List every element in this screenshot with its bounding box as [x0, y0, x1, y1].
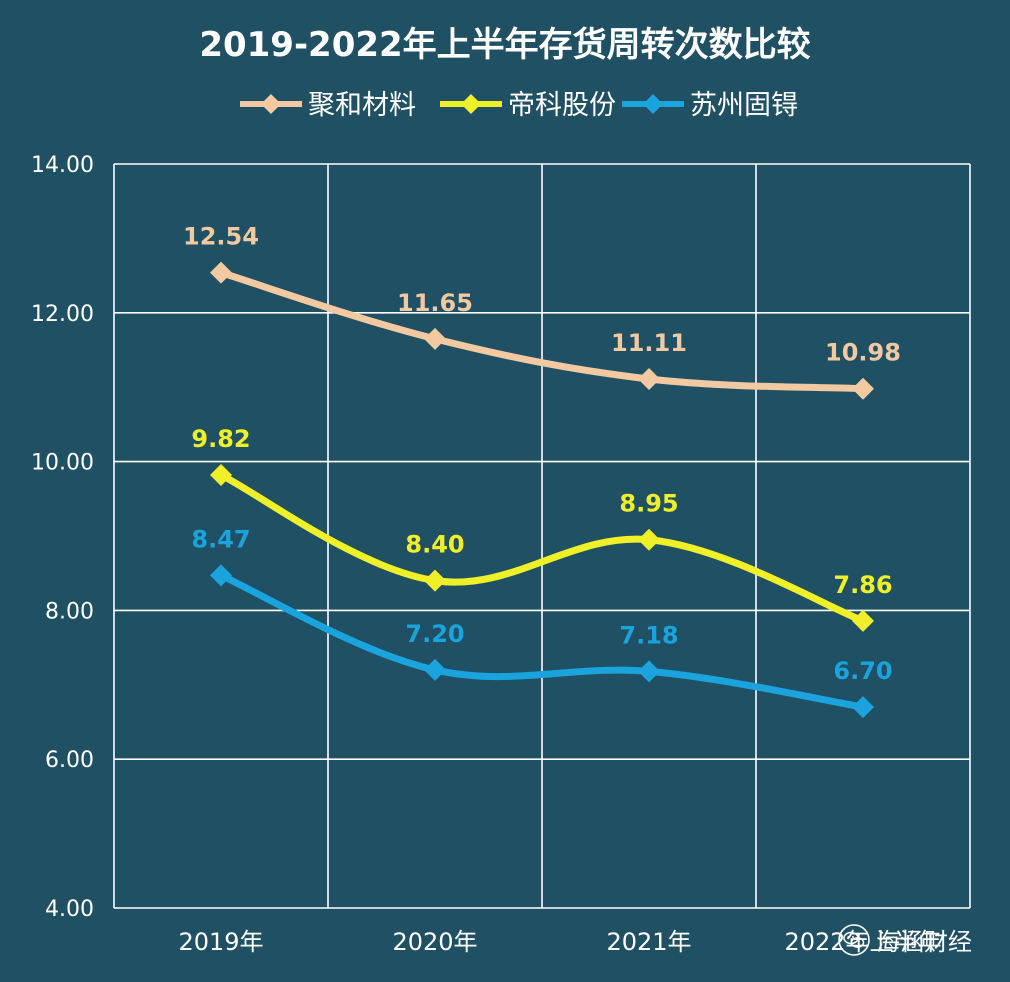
series-line-2 [217, 571, 867, 711]
legend-label-1: 帝科股份 [508, 90, 616, 121]
data-point-0-3 [852, 377, 874, 400]
data-point-0-2 [638, 368, 660, 391]
y-tick-label-2: 8.00 [45, 599, 94, 624]
y-tick-label-3: 10.00 [31, 451, 94, 476]
data-label-2-2: 7.18 [619, 621, 678, 649]
data-point-1-1 [424, 569, 446, 592]
y-tick-label-1: 6.00 [45, 748, 94, 773]
data-point-1-2 [638, 528, 660, 551]
wechat-icon [838, 923, 870, 956]
data-label-0-1: 11.65 [397, 289, 473, 317]
y-tick-label-4: 12.00 [31, 302, 94, 327]
legend-label-2: 苏州固锝 [690, 90, 798, 121]
legend-marker-1 [461, 94, 481, 114]
legend-marker-0 [261, 94, 281, 114]
data-label-1-3: 7.86 [833, 571, 892, 599]
x-tick-label-0: 2019年 [178, 928, 263, 956]
data-label-1-2: 8.95 [619, 490, 678, 518]
data-label-2-1: 7.20 [405, 620, 464, 648]
data-point-2-1 [424, 658, 446, 681]
data-label-1-0: 9.82 [191, 425, 250, 453]
chart-title: 2019-2022年上半年存货周转次数比较 [199, 25, 810, 65]
data-point-2-0 [210, 564, 232, 587]
data-point-2-2 [638, 660, 660, 683]
data-point-1-0 [210, 463, 232, 486]
data-label-1-1: 8.40 [405, 531, 464, 559]
legend-marker-2 [643, 94, 663, 114]
x-tick-label-2: 2021年 [606, 928, 691, 956]
data-point-0-1 [424, 327, 446, 350]
watermark-text: 海涵财经 [876, 928, 972, 956]
y-tick-label-0: 4.00 [45, 897, 94, 922]
data-label-0-3: 10.98 [825, 339, 901, 367]
legend-label-0: 聚和材料 [308, 90, 416, 121]
data-point-2-3 [852, 696, 874, 719]
series-line-1 [217, 471, 867, 625]
data-point-0-0 [210, 261, 232, 284]
data-point-1-3 [852, 609, 874, 632]
x-tick-label-1: 2020年 [392, 928, 477, 956]
series-line-0 [217, 269, 867, 393]
data-label-0-2: 11.11 [611, 329, 687, 357]
data-label-2-0: 8.47 [191, 525, 250, 553]
watermark: 海涵财经 [838, 922, 972, 957]
data-label-2-3: 6.70 [833, 657, 892, 685]
data-label-0-0: 12.54 [183, 223, 259, 251]
y-tick-label-5: 14.00 [31, 153, 94, 178]
